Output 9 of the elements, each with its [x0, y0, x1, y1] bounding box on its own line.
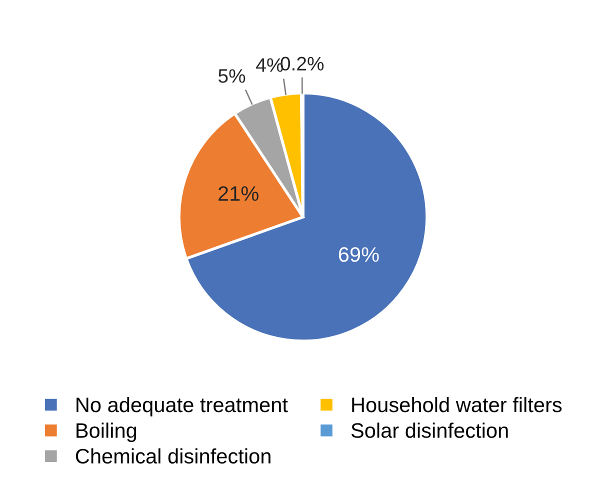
data-label: 21% — [218, 186, 258, 201]
legend-label: No adequate treatment — [76, 396, 288, 416]
data-label: 0.2% — [280, 56, 324, 71]
legend-label: Household water filters — [352, 396, 562, 412]
legend-label: Solar disinfection — [351, 422, 508, 438]
data-label: 69% — [338, 247, 379, 262]
legend-label: Chemical disinfection — [76, 448, 270, 464]
data-label: 5% — [218, 69, 246, 83]
legend-label: Boiling — [76, 422, 136, 442]
